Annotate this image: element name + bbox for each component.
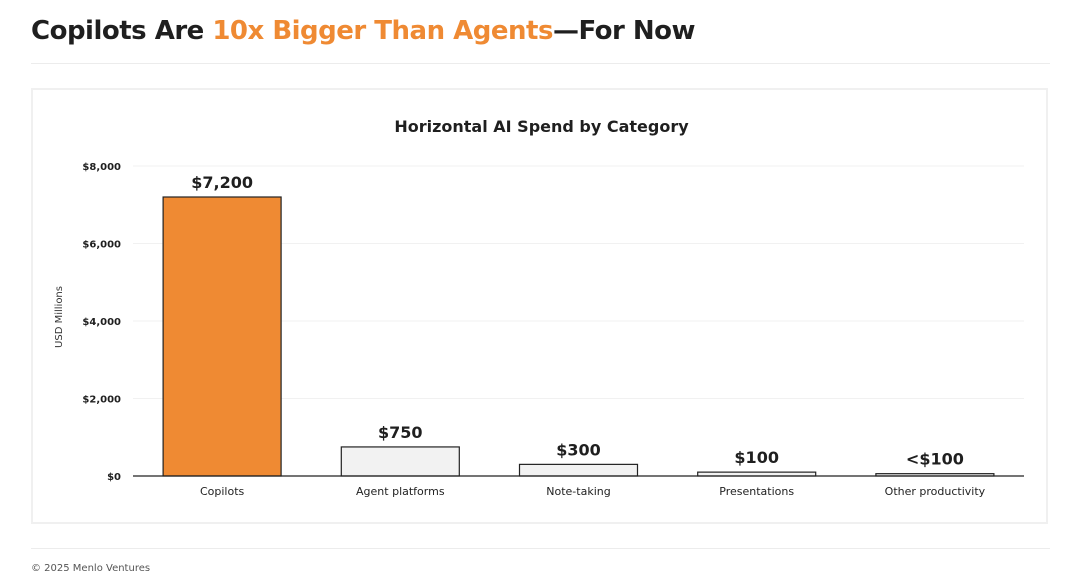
footer-copyright: © 2025 Menlo Ventures (31, 563, 151, 574)
bar-value-label: $7,200 (191, 173, 253, 192)
bar-chart: Horizontal AI Spend by Category USD Milli… (54, 117, 1024, 498)
y-axis-label: USD Millions (54, 286, 65, 348)
page-title-part1: Copilots Are (31, 16, 213, 46)
x-tick-label: Presentations (719, 485, 794, 498)
page-title-accent: 10x Bigger Than Agents (212, 16, 553, 46)
y-tick-label: $8,000 (82, 162, 121, 173)
chart-card: Horizontal AI Spend by Category USD Milli… (31, 88, 1048, 524)
bar-copilots (162, 196, 282, 477)
y-tick-label: $4,000 (82, 317, 121, 328)
page-title-part2: —For Now (552, 16, 696, 46)
x-tick-label: Agent platforms (356, 485, 445, 498)
bar-value-label: $300 (556, 440, 601, 459)
bar-value-label: <$100 (906, 450, 964, 469)
bar-value-label: $100 (734, 448, 779, 467)
x-tick-label: Note-taking (546, 485, 610, 498)
x-tick-label: Other productivity (885, 485, 986, 498)
bar-value-label: $750 (378, 423, 423, 442)
bar-note-taking (518, 463, 639, 477)
bar-agent-platforms (340, 446, 460, 477)
y-tick-label: $0 (107, 472, 121, 483)
x-tick-label: Copilots (200, 485, 245, 498)
chart-title: Horizontal AI Spend by Category (394, 117, 689, 136)
footer-divider (31, 548, 1050, 549)
y-tick-label: $2,000 (82, 395, 121, 406)
page-title: Copilots Are 10x Bigger Than Agents—For … (31, 16, 696, 46)
y-tick-label: $6,000 (82, 240, 121, 251)
title-divider (31, 63, 1050, 64)
